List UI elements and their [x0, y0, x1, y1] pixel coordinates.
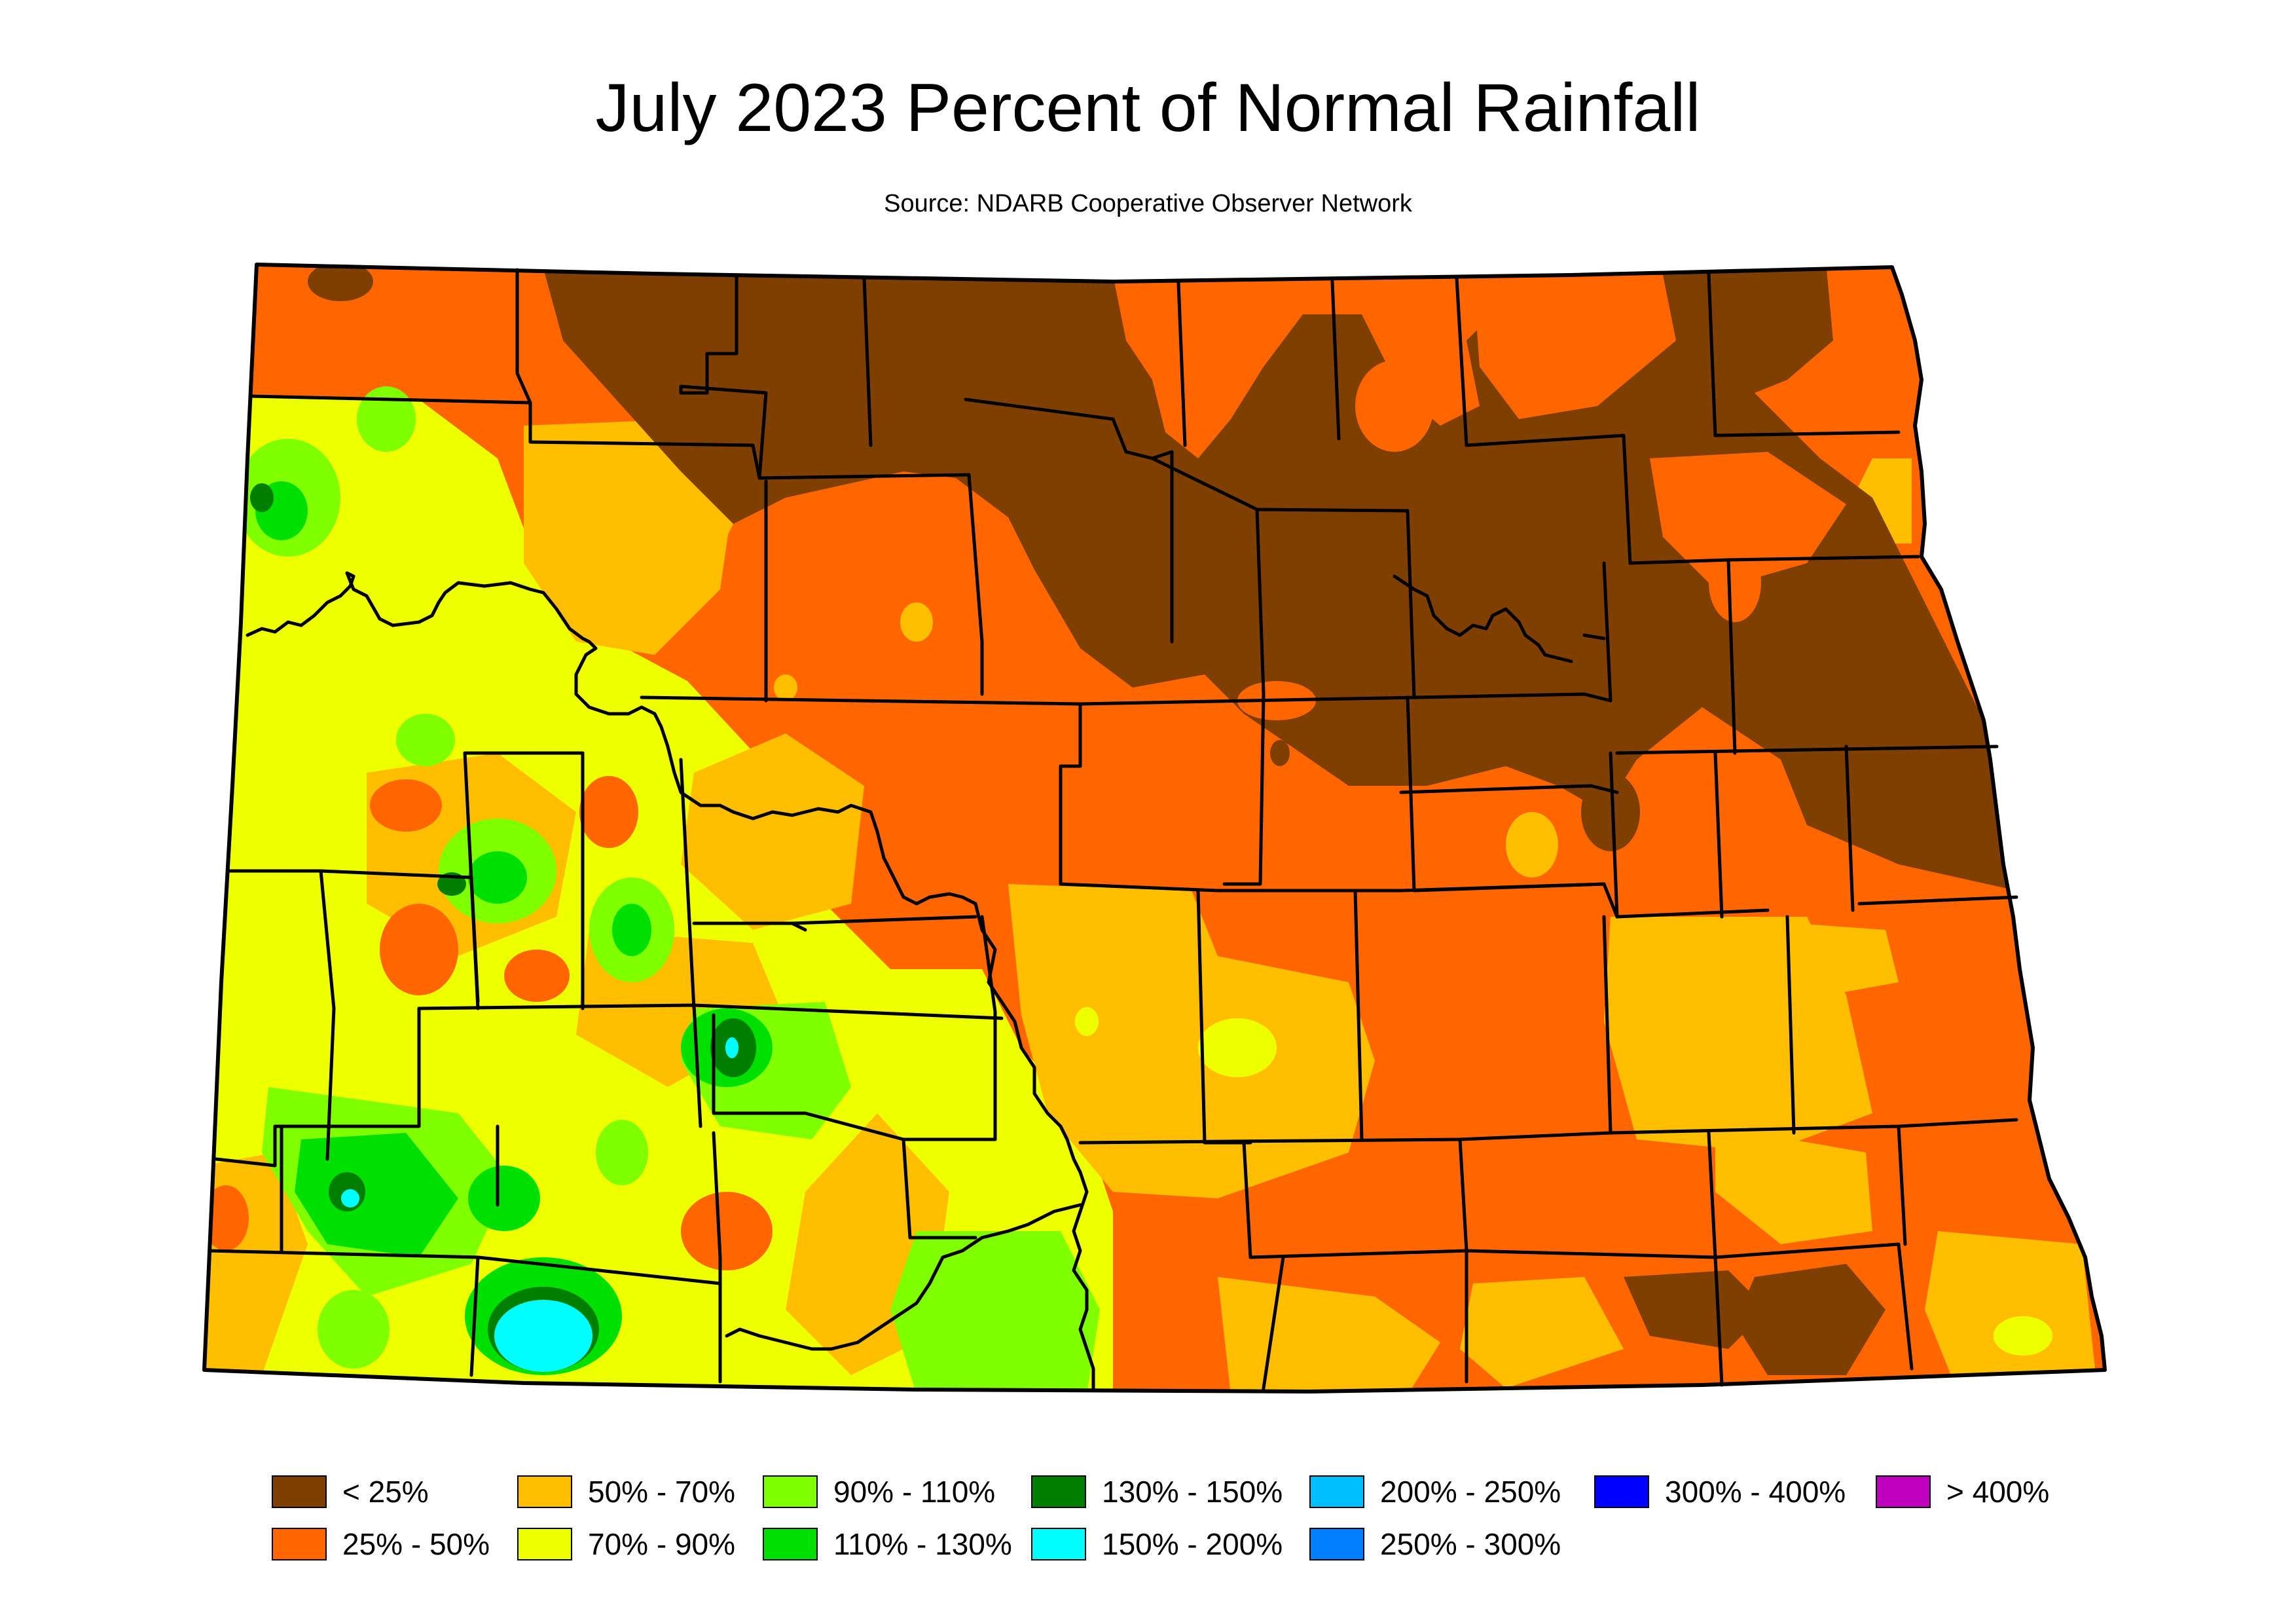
map-title: July 2023 Percent of Normal Rainfall [595, 70, 1701, 146]
map-subtitle: Source: NDARB Cooperative Observer Netwo… [884, 190, 1412, 217]
rainfall-field [204, 265, 2105, 1392]
county-boundaries [202, 263, 2107, 1393]
